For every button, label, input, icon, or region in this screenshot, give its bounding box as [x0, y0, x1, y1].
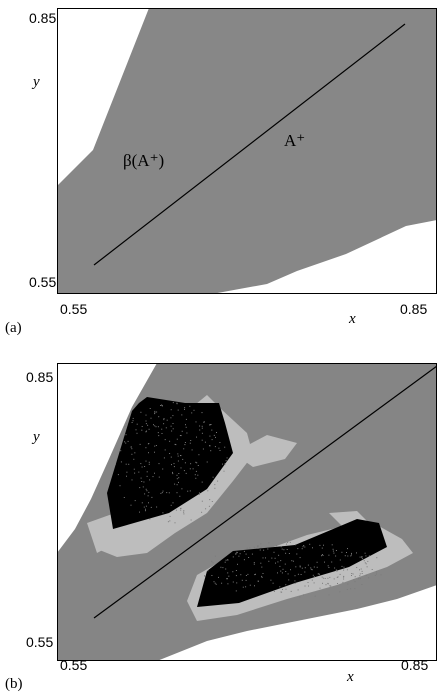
plot-frame	[57, 8, 437, 294]
x-axis-label: x	[347, 669, 354, 685]
y-tick-top: 0.85	[29, 10, 57, 26]
attractor-speckle	[115, 402, 382, 598]
attractor-lower	[197, 519, 387, 607]
diagonal-line	[93, 23, 406, 266]
panel-label-b: (b)	[5, 676, 23, 692]
plot-area-b	[57, 363, 437, 661]
y-tick-bottom: 0.55	[26, 634, 54, 650]
figure-panel-b: 0.85 0.55 y 0.55 0.85 x (b)	[0, 345, 445, 695]
x-tick-right: 0.85	[400, 301, 428, 317]
diagonal-line	[93, 365, 437, 619]
basin-annotation: β(A⁺)	[123, 151, 164, 170]
x-tick-left: 0.55	[60, 657, 88, 673]
figure-panel-a: β(A⁺) A⁺ 0.85 0.55 y 0.55 0.85 x (a)	[0, 0, 445, 345]
basin-region	[57, 8, 437, 294]
attractor-upper	[107, 397, 233, 529]
y-tick-bottom: 0.55	[29, 274, 57, 290]
x-tick-right: 0.85	[401, 657, 429, 673]
x-tick-left: 0.55	[60, 301, 88, 317]
plot-frame	[57, 363, 437, 661]
plot-area-a: β(A⁺) A⁺	[57, 8, 437, 294]
panel-label-a: (a)	[5, 320, 22, 336]
y-axis-label: y	[33, 429, 40, 445]
y-axis-label: y	[33, 74, 40, 90]
attractor-annotation: A⁺	[284, 131, 305, 150]
x-axis-label: x	[349, 311, 356, 327]
y-tick-top: 0.85	[26, 369, 54, 385]
